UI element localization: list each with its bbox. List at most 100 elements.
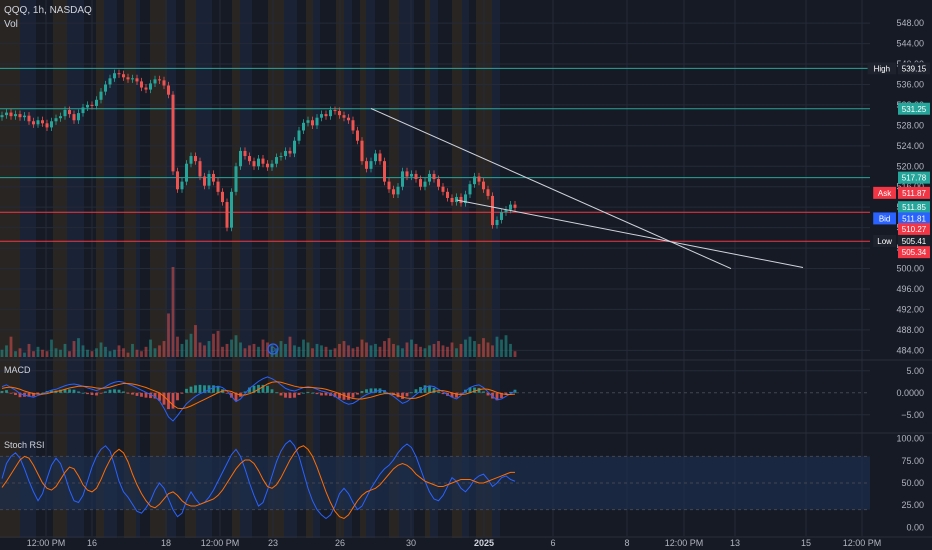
macd-histogram-bar: [473, 387, 476, 393]
candle: [342, 115, 346, 118]
candle: [270, 163, 274, 168]
macd-histogram-bar: [423, 385, 427, 393]
macd-histogram-bar: [356, 392, 359, 395]
macd-histogram-bar: [153, 392, 157, 399]
macd-histogram-bar: [14, 392, 17, 395]
volume-bar: [140, 351, 143, 357]
candle: [257, 158, 260, 167]
candle: [72, 114, 76, 121]
volume-bar: [302, 339, 305, 357]
macd-histogram-bar: [5, 390, 8, 393]
volume-bar: [180, 343, 184, 357]
volume-bar: [90, 351, 94, 357]
volume-bar: [441, 345, 445, 357]
volume-bar: [288, 336, 292, 357]
volume-bar: [495, 336, 499, 357]
volume-bar: [509, 343, 512, 357]
candle: [18, 114, 22, 118]
volume-bar: [464, 339, 467, 357]
candle: [338, 111, 341, 116]
candle: [90, 104, 94, 106]
volume-bar: [45, 351, 49, 357]
macd-histogram-bar: [63, 389, 67, 393]
price-tag-label: Low: [877, 237, 892, 246]
volume-bar: [491, 345, 494, 357]
volume-bar: [77, 338, 80, 357]
macd-histogram-bar: [432, 387, 436, 393]
candle: [189, 156, 193, 164]
volume-bar: [131, 343, 134, 357]
candle: [392, 189, 395, 195]
candle: [95, 99, 98, 106]
macd-histogram-bar: [333, 392, 337, 398]
candle: [365, 161, 368, 169]
price-axis-tick: 520.00: [896, 161, 924, 171]
candle: [369, 161, 373, 169]
price-tag-label: Ask: [878, 189, 892, 198]
candle: [306, 120, 310, 123]
candle: [104, 84, 107, 92]
candle: [356, 130, 359, 141]
volume-bar: [63, 343, 67, 357]
volume-bar: [306, 342, 310, 357]
volume-bar: [14, 351, 17, 357]
volume-bar: [311, 348, 314, 357]
macd-histogram-bar: [329, 392, 332, 396]
macd-histogram-bar: [194, 385, 197, 393]
volume-bar: [248, 345, 251, 357]
time-axis-tick: 8: [624, 538, 629, 548]
candle: [324, 114, 328, 117]
candle: [153, 79, 157, 84]
candle: [212, 173, 215, 182]
candle: [180, 181, 184, 190]
time-axis-tick: 15: [801, 538, 811, 548]
volume-bar: [144, 346, 148, 357]
time-axis-tick: 6: [550, 538, 555, 548]
candle: [383, 161, 386, 182]
macd-histogram-bar: [468, 387, 472, 393]
macd-histogram-bar: [351, 392, 355, 398]
volume-bar: [158, 345, 161, 357]
price-tag-box: [898, 212, 930, 225]
macd-histogram-bar: [441, 392, 445, 395]
candle: [464, 194, 467, 204]
candle: [140, 81, 143, 88]
time-axis-tick: 12:00 PM: [27, 538, 66, 548]
macd-histogram-bar: [59, 389, 62, 393]
volume-bar: [68, 351, 71, 357]
volume-bar: [50, 339, 53, 357]
candle: [50, 121, 53, 128]
macd-histogram-bar: [135, 392, 139, 396]
macd-histogram-bar: [225, 392, 229, 394]
candle: [347, 117, 350, 121]
candle: [396, 186, 400, 195]
macd-axis-tick: 5.00: [906, 366, 924, 376]
candle: [171, 94, 175, 172]
macd-histogram-bar: [189, 386, 193, 393]
volume-bar: [216, 330, 220, 357]
volume-bar: [36, 346, 40, 357]
trendlines[interactable]: [370, 108, 804, 269]
volume-bar: [207, 341, 211, 357]
macd-histogram-bar: [320, 392, 323, 396]
volume-bar: [176, 336, 179, 357]
volume-bar: [365, 342, 368, 357]
candle: [441, 186, 445, 192]
time-axis-tick: 12:00 PM: [843, 538, 882, 548]
macd-histogram-bar: [252, 385, 256, 393]
candle: [401, 171, 404, 187]
volume-bar: [239, 342, 242, 357]
price-axis-tick: 500.00: [896, 264, 924, 274]
volume-bar: [225, 343, 229, 357]
volume-bar: [423, 348, 427, 357]
price-tag-label: Bid: [879, 214, 891, 223]
symbol-title: QQQ, 1h, NASDAQ: [4, 5, 92, 16]
macd-histogram-bar: [198, 384, 202, 393]
volume-bar: [171, 267, 175, 357]
price-axis-tick: 496.00: [896, 284, 924, 294]
price-axis-tick: 528.00: [896, 120, 924, 130]
price-tag-box: [898, 186, 930, 199]
candle: [81, 107, 85, 114]
candle: [221, 191, 224, 203]
